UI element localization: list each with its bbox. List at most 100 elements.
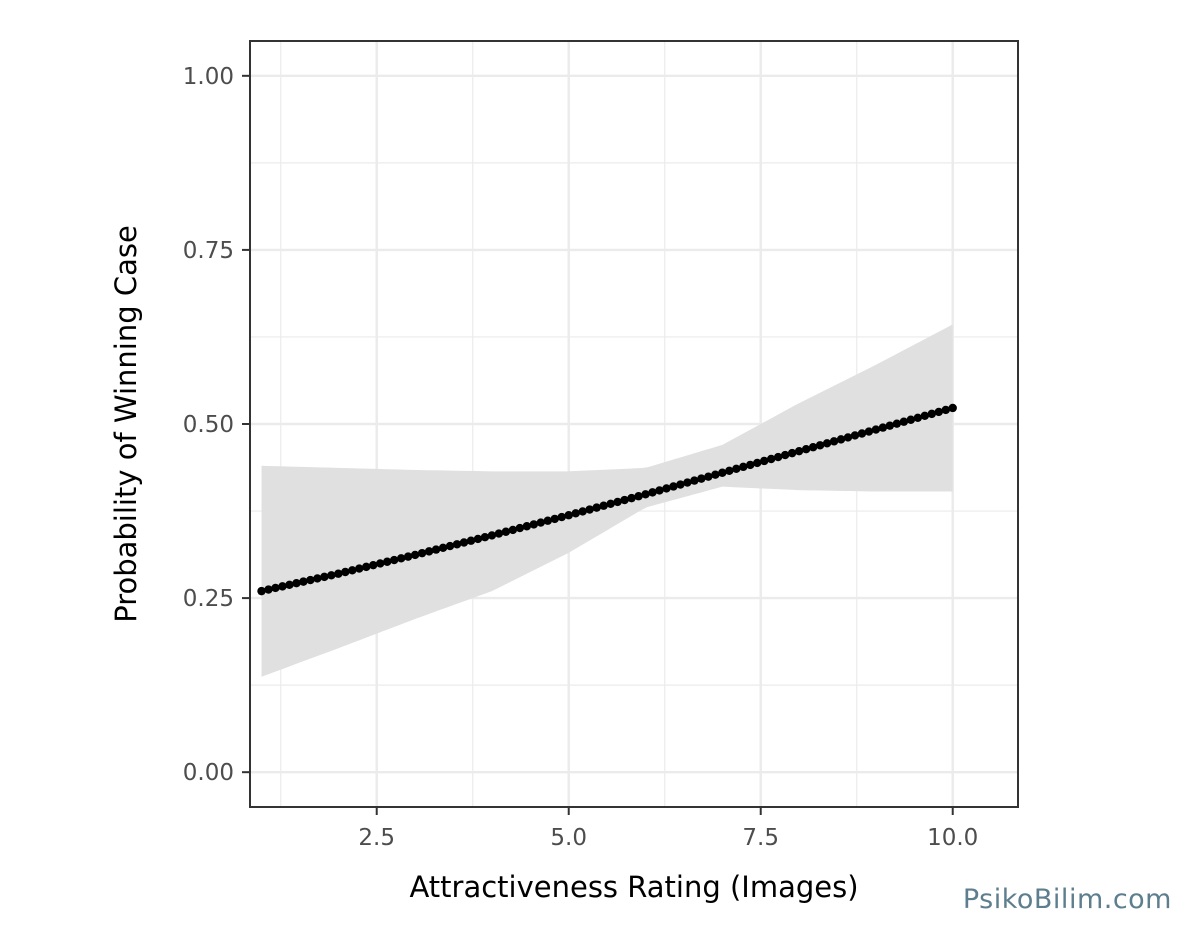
fit-point bbox=[313, 574, 322, 583]
fit-point bbox=[718, 468, 727, 477]
fit-point bbox=[906, 415, 916, 424]
fit-point bbox=[585, 505, 594, 514]
fit-point bbox=[410, 550, 420, 560]
fit-point bbox=[348, 566, 357, 575]
fit-point bbox=[417, 548, 427, 558]
axis-ticks bbox=[242, 74, 954, 815]
fit-point bbox=[501, 527, 511, 536]
fit-point bbox=[480, 532, 490, 542]
y-tick-label: 0.50 bbox=[183, 412, 234, 438]
fit-point bbox=[627, 493, 636, 503]
fit-point bbox=[459, 538, 469, 547]
fit-point bbox=[808, 443, 818, 452]
fit-point bbox=[564, 511, 573, 520]
fit-point bbox=[382, 557, 392, 566]
fit-point bbox=[536, 518, 545, 527]
y-tick-label: 0.00 bbox=[183, 760, 234, 786]
fit-point bbox=[557, 512, 566, 522]
fit-point bbox=[669, 482, 678, 491]
fit-point bbox=[648, 488, 657, 497]
y-tick-label: 0.75 bbox=[183, 238, 234, 264]
fit-point bbox=[836, 435, 846, 444]
fit-point bbox=[606, 499, 615, 509]
fit-point bbox=[341, 567, 350, 577]
fit-point bbox=[389, 555, 399, 565]
y-tick-label: 0.25 bbox=[183, 586, 234, 612]
fit-point bbox=[690, 476, 699, 485]
fit-point bbox=[871, 425, 881, 434]
fit-point bbox=[704, 472, 713, 481]
fit-point bbox=[787, 448, 797, 458]
fit-point bbox=[334, 569, 343, 578]
fit-point bbox=[634, 492, 643, 501]
fit-point bbox=[780, 450, 790, 460]
fit-point bbox=[753, 458, 762, 468]
fit-point bbox=[327, 571, 336, 580]
fit-point bbox=[494, 529, 504, 538]
x-tick-label: 2.5 bbox=[358, 825, 395, 851]
fit-point bbox=[829, 437, 839, 446]
fit-point bbox=[711, 470, 720, 479]
fit-point bbox=[285, 580, 294, 589]
fit-point bbox=[732, 464, 741, 474]
fit-point bbox=[431, 545, 441, 554]
x-tick-label: 7.5 bbox=[742, 825, 779, 851]
fit-point bbox=[815, 441, 825, 450]
fit-point bbox=[697, 474, 706, 483]
fit-point bbox=[543, 516, 552, 525]
fit-point bbox=[369, 560, 378, 570]
fit-point bbox=[362, 562, 371, 572]
fit-point bbox=[878, 423, 888, 432]
fit-point bbox=[948, 403, 957, 413]
fit-point bbox=[257, 586, 266, 596]
fit-point bbox=[396, 554, 406, 563]
fit-point bbox=[487, 531, 497, 540]
fit-point bbox=[445, 541, 455, 551]
fit-point bbox=[746, 460, 755, 470]
fit-point bbox=[794, 446, 804, 456]
tick-labels: 2.5 5.0 7.5 10.0 0.00 0.25 0.50 0.75 1.00 bbox=[183, 64, 979, 851]
x-tick-label: 10.0 bbox=[927, 825, 978, 851]
confidence-band bbox=[261, 324, 953, 677]
fit-point bbox=[864, 427, 874, 436]
watermark: PsikoBilim.com bbox=[962, 884, 1172, 915]
fit-point bbox=[857, 429, 867, 438]
fit-point bbox=[438, 543, 448, 553]
fit-point bbox=[725, 466, 734, 475]
fit-point bbox=[473, 534, 483, 544]
fit-point bbox=[941, 405, 950, 415]
fit-point bbox=[452, 540, 462, 549]
fit-point bbox=[466, 536, 476, 545]
fit-point bbox=[850, 431, 860, 440]
fit-point bbox=[927, 409, 936, 419]
fit-point bbox=[271, 583, 280, 593]
fit-point bbox=[424, 547, 434, 556]
fit-point bbox=[264, 585, 273, 594]
fit-point bbox=[620, 495, 629, 505]
fit-point bbox=[550, 514, 559, 524]
fit-point bbox=[613, 497, 622, 507]
fit-point bbox=[773, 452, 783, 462]
fit-point bbox=[320, 572, 329, 582]
fit-point bbox=[766, 454, 776, 464]
fit-point bbox=[522, 522, 532, 531]
fit-point bbox=[306, 575, 315, 585]
fit-point bbox=[843, 433, 853, 442]
fit-point bbox=[934, 407, 943, 417]
fit-point bbox=[571, 509, 580, 518]
fit-point bbox=[822, 439, 832, 448]
fit-point bbox=[739, 462, 748, 472]
fit-point bbox=[641, 490, 650, 499]
fit-point bbox=[592, 503, 601, 512]
fit-point bbox=[515, 523, 525, 533]
fit-point bbox=[403, 552, 413, 561]
fit-point bbox=[801, 444, 811, 454]
fit-point bbox=[508, 525, 518, 535]
fit-point bbox=[355, 564, 364, 573]
fit-point bbox=[376, 559, 385, 568]
fit-point bbox=[899, 417, 909, 426]
fit-point bbox=[760, 456, 769, 466]
fit-point bbox=[885, 421, 895, 430]
fit-point bbox=[920, 411, 929, 421]
